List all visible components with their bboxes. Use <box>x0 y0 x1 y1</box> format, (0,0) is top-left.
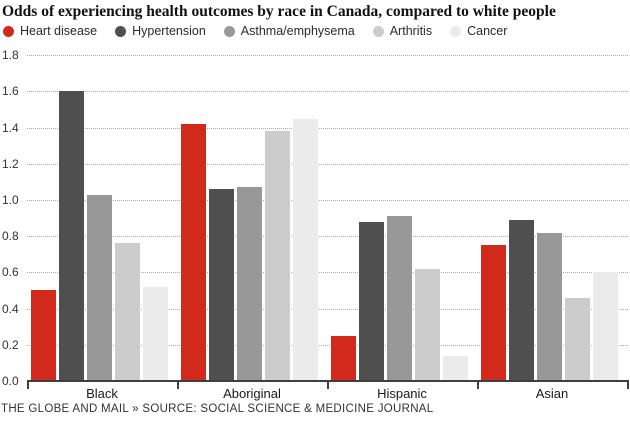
legend-label: Heart disease <box>20 24 98 38</box>
bar-aboriginal-heart-disease <box>181 124 206 381</box>
y-axis-tick-label: 1.4 <box>2 120 19 135</box>
x-axis-tick <box>177 382 179 389</box>
bar-aboriginal-cancer <box>293 119 318 381</box>
x-axis-category-label: Asian <box>535 386 569 401</box>
bar-hispanic-heart-disease <box>331 336 356 381</box>
legend-item: Arthritis <box>372 24 433 38</box>
x-axis-tick <box>27 382 29 389</box>
legend-dot-icon <box>115 25 127 37</box>
legend-label: Asthma/emphysema <box>240 24 355 38</box>
x-axis-line <box>27 380 629 382</box>
bar-aboriginal-asthma-emphysema <box>237 187 262 381</box>
legend-label: Cancer <box>467 24 508 38</box>
footer-credit: THE GLOBE AND MAIL » SOURCE: SOCIAL SCIE… <box>1 403 434 415</box>
y-axis-tick-label: 0.2 <box>2 337 19 352</box>
gridline <box>27 272 628 274</box>
bar-hispanic-asthma-emphysema <box>387 216 412 381</box>
y-axis-tick-label: 1.2 <box>2 156 19 171</box>
legend: Heart disease Hypertension Asthma/emphysem… <box>3 24 507 38</box>
y-axis-tick-label: 1.6 <box>2 84 19 99</box>
bar-black-asthma-emphysema <box>87 195 112 381</box>
legend-dot-icon <box>223 25 235 37</box>
x-axis-category-label: Black <box>86 386 118 401</box>
legend-item: Asthma/emphysema <box>223 24 355 38</box>
legend-dot-icon <box>450 25 462 37</box>
bar-asian-hypertension <box>509 220 534 381</box>
y-axis-tick-label: 0.4 <box>2 301 19 316</box>
legend-label: Hypertension <box>132 24 206 38</box>
bar-hispanic-arthritis <box>415 269 440 381</box>
chart-title: Odds of experiencing health outcomes by … <box>2 3 556 20</box>
y-axis-tick-label: 1.0 <box>2 193 19 207</box>
x-axis-tick <box>627 382 629 389</box>
gridline <box>27 200 628 201</box>
y-axis-tick-label: 1.8 <box>2 48 19 63</box>
bar-aboriginal-arthritis <box>265 131 290 381</box>
gridline <box>27 91 628 93</box>
bar-asian-asthma-emphysema <box>537 233 562 381</box>
legend-item: Cancer <box>450 24 507 38</box>
x-axis-tick <box>477 382 479 389</box>
bar-black-cancer <box>143 287 168 381</box>
bar-asian-cancer <box>593 272 618 381</box>
legend-dot-icon <box>3 25 14 37</box>
x-axis-category-label: Hispanic <box>377 386 427 401</box>
gridline <box>27 163 628 165</box>
x-axis-category-label: Aboriginal <box>223 386 281 401</box>
bar-aboriginal-hypertension <box>209 189 234 381</box>
bar-black-arthritis <box>115 243 140 381</box>
bar-asian-heart-disease <box>481 245 506 381</box>
legend-item: Hypertension <box>115 24 206 38</box>
y-axis-tick-label: 0.8 <box>2 229 19 244</box>
bar-asian-arthritis <box>565 298 590 381</box>
x-axis-tick <box>327 382 329 389</box>
gridline <box>27 55 628 57</box>
gridline <box>27 236 628 238</box>
y-axis-tick-label: 0.0 <box>2 374 19 388</box>
gridline <box>27 127 628 129</box>
legend-dot-icon <box>372 25 384 37</box>
bar-black-heart-disease <box>31 290 56 381</box>
bar-hispanic-cancer <box>443 356 468 381</box>
legend-label: Arthritis <box>389 24 433 38</box>
bar-black-hypertension <box>59 91 84 381</box>
legend-item: Heart disease <box>3 24 97 38</box>
gridline <box>27 344 628 346</box>
bar-hispanic-hypertension <box>359 222 384 381</box>
y-axis-tick-label: 0.6 <box>2 265 19 280</box>
gridline <box>27 308 628 310</box>
